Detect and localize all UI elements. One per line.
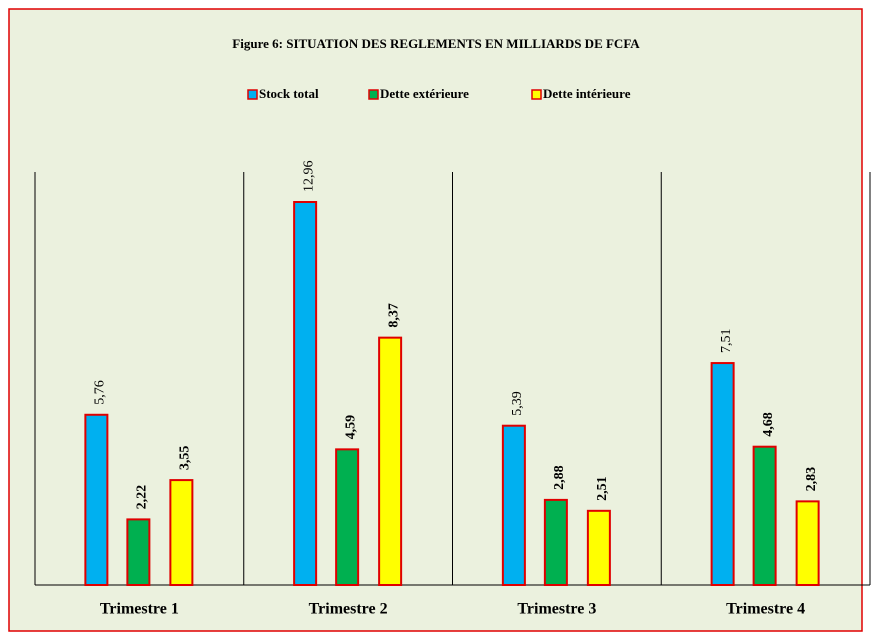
bar [378, 336, 403, 587]
data-label: 4,59 [343, 415, 358, 440]
bar [710, 362, 735, 586]
bar [543, 498, 568, 586]
bar [795, 500, 820, 586]
legend-swatch [531, 89, 542, 100]
data-label: 4,68 [761, 412, 776, 437]
data-label: 2,51 [595, 476, 610, 501]
bar [126, 518, 151, 586]
data-label: 7,51 [719, 329, 734, 354]
data-label: 8,37 [386, 303, 401, 328]
bar [335, 448, 360, 586]
data-label: 5,39 [510, 391, 525, 416]
data-label: 2,83 [804, 467, 819, 492]
data-label: 2,22 [135, 485, 150, 510]
legend-label: Dette extérieure [380, 86, 469, 101]
bar [501, 424, 526, 586]
bar [752, 445, 777, 587]
x-tick-label: Trimestre 4 [726, 601, 805, 618]
bar [84, 413, 109, 586]
bar [586, 509, 611, 586]
legend-label: Dette intérieure [543, 86, 631, 101]
data-label: 5,76 [93, 380, 108, 405]
data-label: 2,88 [552, 465, 567, 490]
legend-swatch [247, 89, 258, 100]
chart-title: Figure 6: SITUATION DES REGLEMENTS EN MI… [232, 36, 640, 51]
x-tick-label: Trimestre 1 [100, 601, 179, 618]
x-tick-label: Trimestre 2 [309, 601, 388, 618]
data-label: 12,96 [301, 161, 316, 193]
x-tick-label: Trimestre 3 [517, 601, 596, 618]
data-label: 3,55 [178, 446, 193, 471]
legend-label: Stock total [259, 86, 319, 101]
bar [169, 479, 194, 587]
legend-swatch [368, 89, 379, 100]
bar [293, 201, 318, 586]
